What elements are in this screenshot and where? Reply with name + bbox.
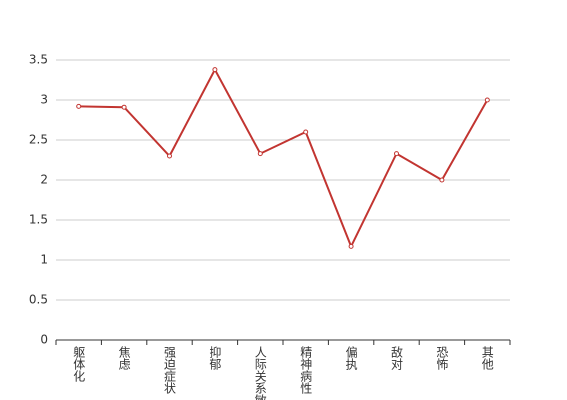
point xyxy=(167,153,172,159)
y-tick-label: 2.5 xyxy=(29,133,48,147)
x-tick-label: 敌对 xyxy=(390,345,404,370)
x-tick-label: 强迫症状 xyxy=(163,346,177,394)
x-tick-label: 抑郁 xyxy=(208,345,222,371)
x-tick-label: 精神病性 xyxy=(299,346,313,395)
x-tick-label: 躯体化 xyxy=(72,345,86,383)
y-tick-label: 2 xyxy=(40,173,48,187)
y-tick-label: 0.5 xyxy=(29,293,48,307)
point xyxy=(439,177,445,183)
y-tick-label: 1 xyxy=(40,253,48,267)
x-tick-label: 偏执 xyxy=(344,345,358,371)
point xyxy=(212,67,218,73)
y-tick-label: 0 xyxy=(40,333,48,347)
line xyxy=(78,67,489,249)
x-tick-label: 焦虑 xyxy=(117,346,131,370)
point xyxy=(348,243,354,249)
y-tick-label: 3.5 xyxy=(29,53,48,67)
x-tick-label: 人际关系敏感 xyxy=(253,346,267,400)
x-tick-label: 恐怖 xyxy=(435,346,449,370)
x-tick-label: 其他 xyxy=(480,346,494,370)
point xyxy=(394,151,399,157)
point xyxy=(303,129,309,135)
y-tick-label: 3 xyxy=(40,93,48,107)
point xyxy=(484,97,490,103)
point xyxy=(121,104,127,110)
y-tick-label: 1.5 xyxy=(29,213,48,227)
point xyxy=(76,103,82,109)
point xyxy=(257,151,263,157)
